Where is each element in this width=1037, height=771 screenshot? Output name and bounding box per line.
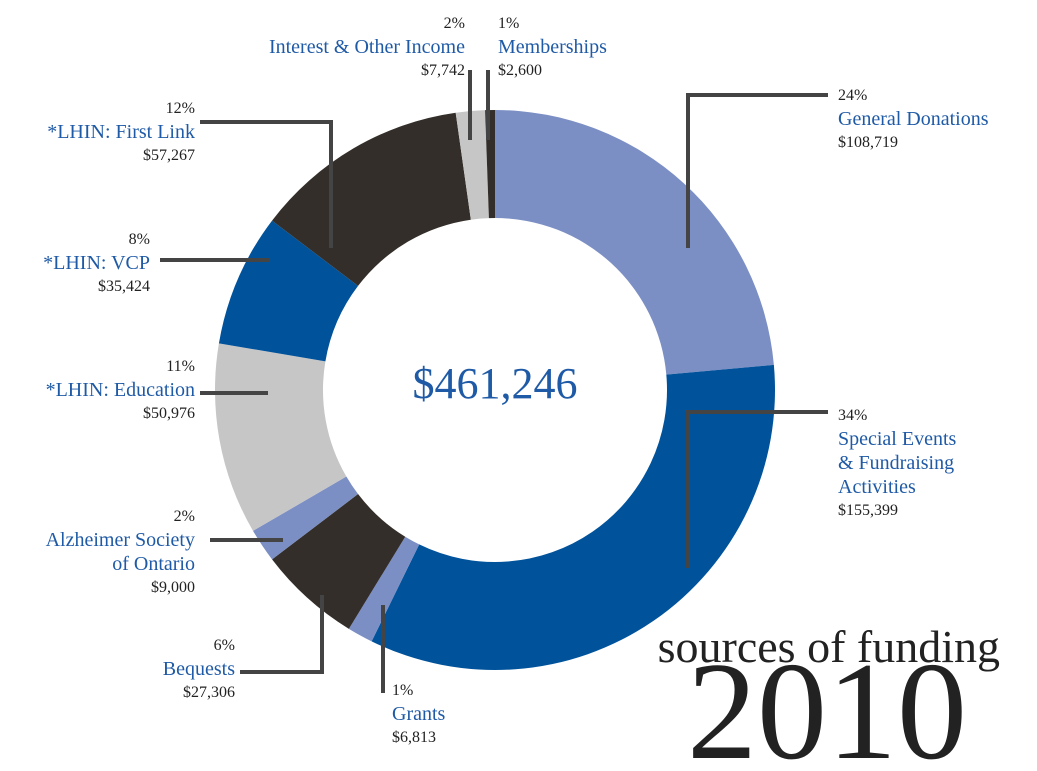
category-label: Memberships [498,36,607,58]
slice [348,536,420,642]
slice-label: 8% *LHIN: VCP $35,424 [43,228,150,298]
value-label: $57,267 [143,147,195,164]
percent-label: 6% [213,637,235,654]
value-label: $6,813 [392,729,436,746]
slice [455,110,489,220]
category-label: Grants [392,703,446,725]
slice-label: 34% Special Events & Fundraising Activiti… [838,404,956,522]
category-label: Special Events & Fundraising Activities [838,428,957,498]
value-label: $9,000 [151,579,195,596]
slice [218,220,359,362]
value-label: $155,399 [838,502,898,519]
leader-line [686,410,828,568]
value-label: $7,742 [421,62,465,79]
slice [272,112,471,286]
leader-lines [160,70,828,693]
value-label: $35,424 [98,278,150,295]
value-label: $50,976 [143,405,195,422]
category-label: *LHIN: First Link [47,121,195,143]
leader-line [240,595,324,674]
slice [371,364,775,670]
percent-label: 2% [443,15,465,32]
slice-label: 2% Alzheimer Society of Ontario $9,000 [46,505,195,599]
slice-label: 1% Grants $6,813 [392,679,445,749]
chart-year: 2010 [687,634,967,771]
chart-title: sources of funding [657,621,1000,672]
category-label: Bequests [162,658,235,680]
percent-label: 11% [166,358,195,375]
category-label: *LHIN: VCP [43,252,150,274]
slice-label: 2% Interest & Other Income $7,742 [269,12,465,82]
leader-line [200,120,333,248]
category-label: Interest & Other Income [268,36,465,58]
percent-label: 1% [498,15,520,32]
slice-label: 11% *LHIN: Education $50,976 [46,355,195,425]
percent-label: 8% [128,231,150,248]
slice [272,494,406,629]
leader-line [686,93,828,248]
slice-label: 24% General Donations $108,719 [838,84,989,154]
value-label: $108,719 [838,134,898,151]
slice-label: 6% Bequests $27,306 [163,634,235,704]
percent-label: 2% [173,508,195,525]
value-label: $2,600 [498,62,542,79]
value-label: $27,306 [183,684,235,701]
percent-label: 24% [838,87,868,104]
percent-label: 1% [392,682,414,699]
category-label: Alzheimer Society of Ontario [45,529,195,575]
slices [215,110,775,670]
category-label: General Donations [838,108,989,130]
percent-label: 34% [838,407,868,424]
slice [215,343,347,531]
total-label: $461,246 [412,359,578,408]
slice-label: 1% Memberships $2,600 [498,12,607,82]
percent-label: 12% [165,100,195,117]
category-label: *LHIN: Education [45,379,195,401]
slice [495,110,774,375]
slice-label: 12% *LHIN: First Link $57,267 [47,97,195,167]
